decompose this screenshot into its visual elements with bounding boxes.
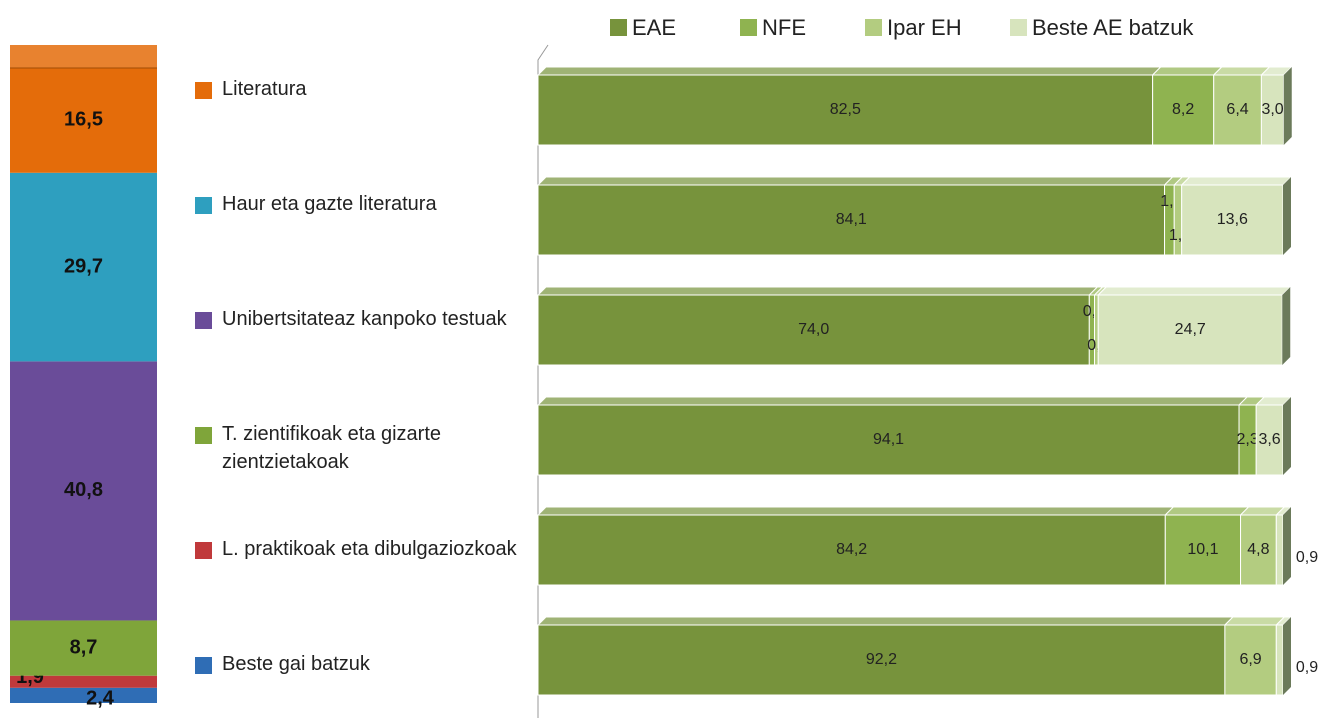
value-label: 74,0 — [798, 321, 829, 338]
legend-swatch — [195, 427, 212, 444]
bar-segment — [1094, 294, 1099, 366]
bar-segment — [1181, 184, 1284, 256]
legend-swatch — [195, 542, 212, 559]
bar-segment — [1224, 624, 1277, 696]
bar-segment-top — [536, 616, 1235, 626]
bar-end — [1283, 67, 1292, 145]
legend-label: T. zientifikoak eta gizarte zientzietako… — [222, 423, 441, 473]
value-label: 82,5 — [830, 101, 861, 118]
bar-end — [1283, 397, 1291, 475]
legend-label: Ipar EH — [887, 15, 962, 40]
value-label: 3,6 — [1258, 431, 1280, 448]
value-label: 40,8 — [64, 479, 103, 501]
bar-segment — [1173, 184, 1183, 256]
bar-end — [1283, 177, 1291, 255]
bar-segment — [1097, 294, 1283, 366]
value-label: 8,7 — [70, 636, 98, 658]
bar-segment — [537, 514, 1166, 586]
bar-segment — [10, 361, 157, 621]
bar-segment — [1164, 514, 1242, 586]
legend-label: EAE — [632, 15, 676, 40]
bar-segment-top — [1151, 66, 1223, 76]
bar-segment — [10, 172, 157, 362]
bar-segment — [10, 687, 157, 703]
legend-swatch — [195, 197, 212, 214]
value-label: 84,2 — [836, 541, 867, 558]
value-label: 2,3 — [1236, 431, 1258, 448]
bar-segment-top — [1164, 506, 1250, 516]
bar-segment-top — [1212, 66, 1271, 76]
bar-segment-top — [1097, 286, 1292, 296]
value-label: 29,7 — [64, 255, 103, 277]
value-label: 6,4 — [1226, 101, 1248, 118]
value-label: 0,9 — [1296, 659, 1318, 676]
value-label: 24,7 — [1175, 321, 1206, 338]
axis-decoration — [537, 44, 549, 718]
bar-segment — [10, 620, 157, 676]
bar-top — [10, 45, 157, 68]
bar-segment — [10, 68, 157, 173]
value-label: 13,6 — [1217, 211, 1248, 228]
legend-label: NFE — [762, 15, 806, 40]
bar-segment — [537, 404, 1240, 476]
bar-segment-top — [536, 286, 1099, 296]
bar-segment-top — [1180, 176, 1293, 186]
bar-segment-top — [536, 396, 1249, 406]
bar-segment — [537, 294, 1090, 366]
value-label: 8,2 — [1172, 101, 1194, 118]
bar-segment-top — [536, 506, 1175, 516]
bar-segment — [1275, 624, 1284, 696]
bar-segment-top — [536, 66, 1162, 76]
legend-label: Unibertsitateaz kanpoko testuak — [222, 308, 507, 330]
value-label: 3,0 — [1261, 101, 1283, 118]
value-label: 94,1 — [873, 431, 904, 448]
bar-segment — [1275, 514, 1284, 586]
legend-label: Beste gai batzuk — [222, 653, 370, 675]
bar-end — [1283, 617, 1291, 695]
bar-end — [1282, 287, 1291, 365]
legend-swatch — [195, 657, 212, 674]
value-label: 92,2 — [866, 651, 897, 668]
legend-swatch — [1010, 19, 1027, 36]
bar-segment — [1213, 74, 1262, 146]
bar-segment-top — [536, 176, 1174, 186]
bar-segment — [537, 184, 1166, 256]
legend-swatch — [740, 19, 757, 36]
bar-segment-top — [1223, 616, 1286, 626]
legend-label: Haur eta gazte literatura — [222, 193, 437, 215]
value-label: 16,5 — [64, 109, 103, 131]
legend-swatch — [865, 19, 882, 36]
legend-label: Beste AE batzuk — [1032, 15, 1194, 40]
bar-segment — [537, 74, 1154, 146]
value-label: 4,8 — [1247, 541, 1269, 558]
legend-swatch — [195, 312, 212, 329]
value-label: 10,1 — [1187, 541, 1218, 558]
bar-segment — [1152, 74, 1215, 146]
bar-end — [1283, 507, 1291, 585]
value-label: 0,9 — [1296, 549, 1318, 566]
legend-swatch — [610, 19, 627, 36]
value-label: 84,1 — [836, 211, 867, 228]
legend-label: L. praktikoak eta dibulgaziozkoak — [222, 538, 517, 560]
legend-label: Literatura — [222, 78, 307, 100]
value-label: 2,4 — [86, 688, 115, 710]
legend-swatch — [195, 82, 212, 99]
bar-segment — [10, 675, 157, 688]
value-label: 6,9 — [1239, 651, 1261, 668]
